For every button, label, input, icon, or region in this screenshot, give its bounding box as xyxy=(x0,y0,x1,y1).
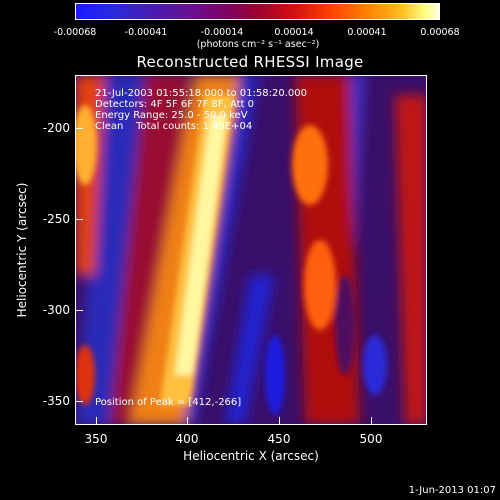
energy-range-text: Energy Range: 25.0 - 50.0 keV xyxy=(95,110,248,121)
y-tick-label: -300 xyxy=(42,303,70,317)
colorbar-label: -0.00041 xyxy=(124,27,168,38)
time-range-text: 21-Jul-2003 01:55:18.000 to 01:58:20.000 xyxy=(95,88,307,99)
x-tick-label: 350 xyxy=(84,432,108,446)
x-tick xyxy=(187,417,188,425)
x-tick-label: 500 xyxy=(359,432,383,446)
x-tick xyxy=(371,417,372,425)
colorbar-label: 0.00014 xyxy=(274,27,314,38)
colorbar-label: -0.00014 xyxy=(200,27,244,38)
detectors-text: Detectors: 4F 5F 6F 7F 8F, Att 0 xyxy=(95,99,255,110)
x-tick-label: 450 xyxy=(267,432,291,446)
rhessi-image-svg xyxy=(75,75,427,425)
y-tick xyxy=(75,401,83,402)
colorbar-label: 0.00041 xyxy=(347,27,387,38)
x-axis-title: Heliocentric X (arcsec) xyxy=(183,449,319,463)
colorbar xyxy=(75,3,440,20)
x-tick xyxy=(96,417,97,425)
y-tick xyxy=(75,310,83,311)
timestamp: 1-Jun-2013 01:07 xyxy=(408,485,496,496)
clean-counts-text: Clean Total counts: 1.48E+04 xyxy=(95,121,253,132)
y-axis-title: Heliocentric Y (arcsec) xyxy=(15,182,29,318)
y-tick-label: -200 xyxy=(42,121,70,135)
image-title: Reconstructed RHESSI Image xyxy=(136,53,364,71)
x-tick-label: 400 xyxy=(175,432,199,446)
peak-position-text: Position of Peak = [412,-266] xyxy=(95,397,242,408)
y-tick-label: -250 xyxy=(42,212,70,226)
x-tick xyxy=(279,417,280,425)
colorbar-label: -0.00068 xyxy=(53,27,97,38)
rhessi-image xyxy=(75,75,427,425)
y-tick xyxy=(75,128,83,129)
y-tick-label: -350 xyxy=(42,394,70,408)
colorbar-label: 0.00068 xyxy=(420,27,460,38)
colorbar-units: (photons cm⁻² s⁻¹ asec⁻²) xyxy=(196,39,320,50)
y-tick xyxy=(75,219,83,220)
